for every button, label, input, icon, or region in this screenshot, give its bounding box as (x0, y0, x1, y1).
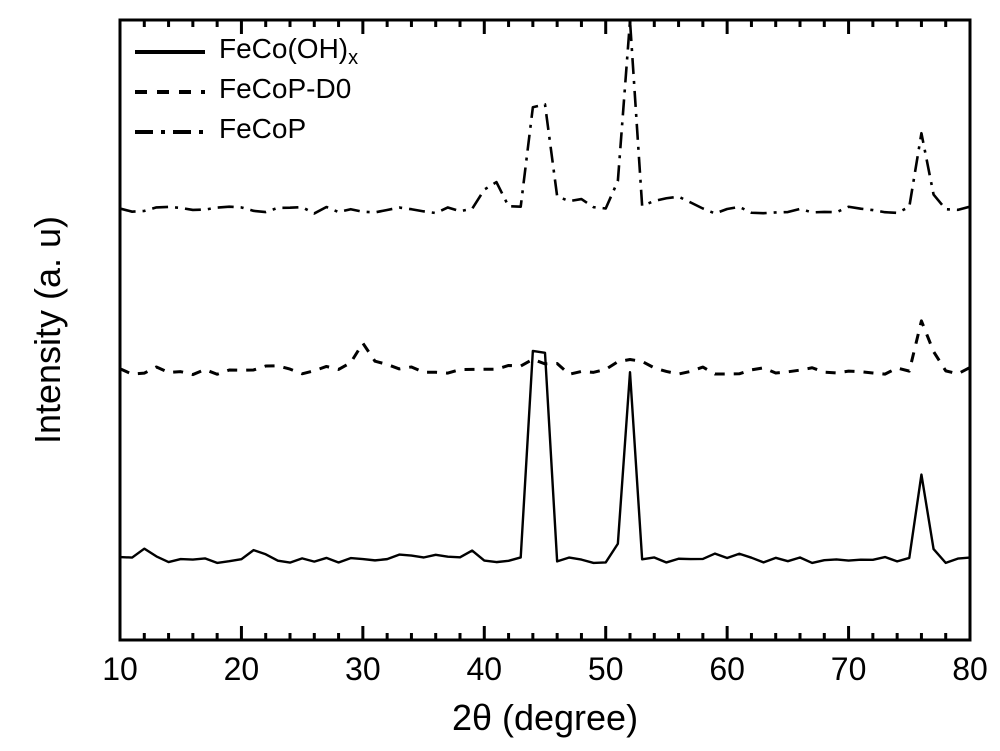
legend-label: FeCoP (219, 113, 306, 144)
chart-svg: 10 20 30 40 50 60 70 80 2θ (degree) Intensity (a.… (0, 0, 1000, 751)
x-tick-label: 80 (952, 651, 988, 687)
x-tick-label: 40 (466, 651, 502, 687)
x-tick-label: 10 (102, 651, 138, 687)
legend-label: FeCoP-D0 (219, 73, 351, 104)
x-tick-label: 60 (709, 651, 745, 687)
x-tick-label: 70 (831, 651, 867, 687)
x-axis-label: 2θ (degree) (452, 697, 638, 738)
y-axis-label: Intensity (a. u) (27, 216, 68, 444)
xrd-chart: 10 20 30 40 50 60 70 80 2θ (degree) Intensity (a.… (0, 0, 1000, 751)
x-tick-label: 20 (224, 651, 260, 687)
x-tick-label: 50 (588, 651, 624, 687)
x-tick-label: 30 (345, 651, 381, 687)
legend-label: FeCo(OH)x (219, 33, 358, 69)
